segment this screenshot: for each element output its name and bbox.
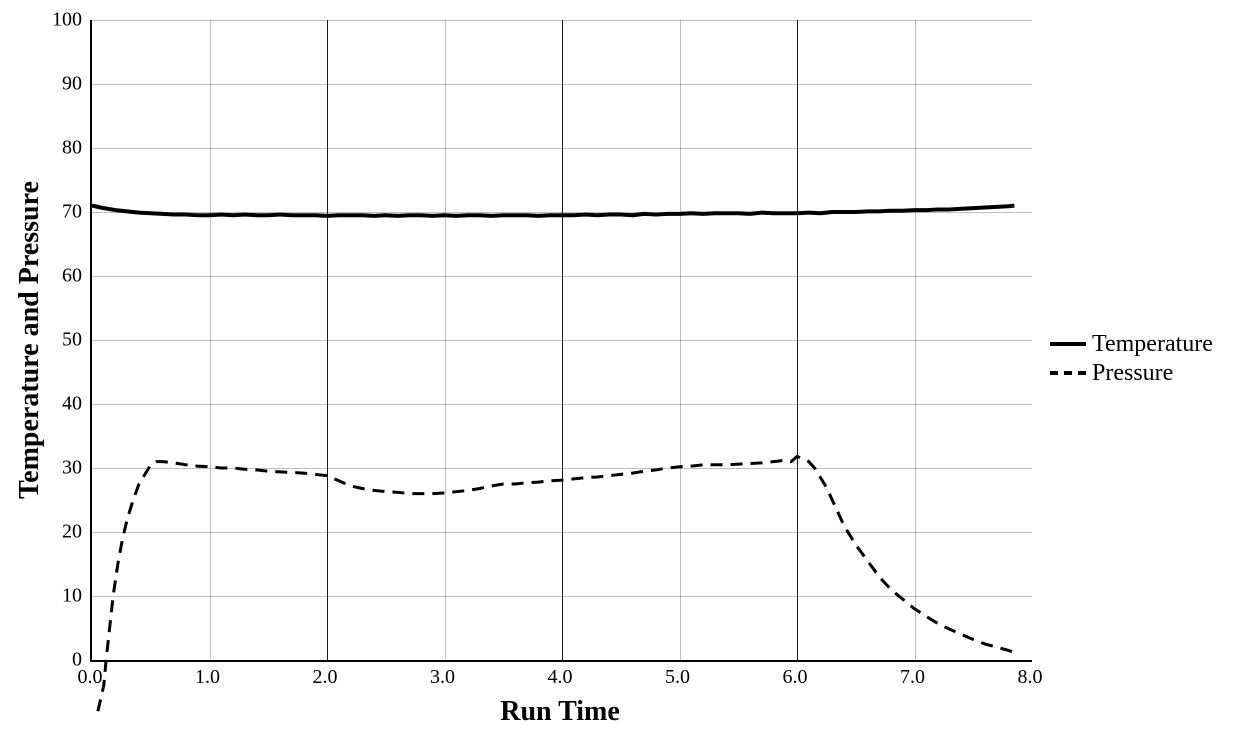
y-tick-label: 90 xyxy=(62,73,90,96)
y-axis-title: Temperature and Pressure xyxy=(14,181,46,499)
x-tick-label: 2.0 xyxy=(313,666,338,689)
plot-area xyxy=(90,20,1032,662)
y-tick-label: 0 xyxy=(72,649,90,672)
y-tick-label: 10 xyxy=(62,585,90,608)
x-tick-label: 7.0 xyxy=(900,666,925,689)
legend-swatch-dashed-icon xyxy=(1050,371,1086,375)
x-tick-label: 4.0 xyxy=(548,666,573,689)
y-tick-label: 80 xyxy=(62,137,90,160)
legend-label: Pressure xyxy=(1092,359,1173,388)
x-tick-label: 6.0 xyxy=(783,666,808,689)
legend-swatch-solid-icon xyxy=(1050,342,1086,346)
x-tick-label: 5.0 xyxy=(665,666,690,689)
legend-item-pressure: Pressure xyxy=(1050,359,1213,388)
y-tick-label: 70 xyxy=(62,201,90,224)
y-tick-label: 60 xyxy=(62,265,90,288)
y-tick-label: 40 xyxy=(62,393,90,416)
legend-label: Temperature xyxy=(1092,330,1213,359)
x-axis-title: Run Time xyxy=(500,696,620,728)
legend-item-temperature: Temperature xyxy=(1050,330,1213,359)
series-temperature xyxy=(92,206,1014,216)
x-tick-label: 3.0 xyxy=(430,666,455,689)
y-tick-label: 30 xyxy=(62,457,90,480)
series-layer xyxy=(92,20,1032,660)
chart-container: Temperature and Pressure Run Time Temper… xyxy=(0,0,1240,739)
y-tick-label: 50 xyxy=(62,329,90,352)
legend: Temperature Pressure xyxy=(1050,330,1213,388)
x-tick-label: 8.0 xyxy=(1018,666,1043,689)
x-tick-label: 1.0 xyxy=(195,666,220,689)
y-tick-label: 100 xyxy=(52,9,90,32)
y-tick-label: 20 xyxy=(62,521,90,544)
